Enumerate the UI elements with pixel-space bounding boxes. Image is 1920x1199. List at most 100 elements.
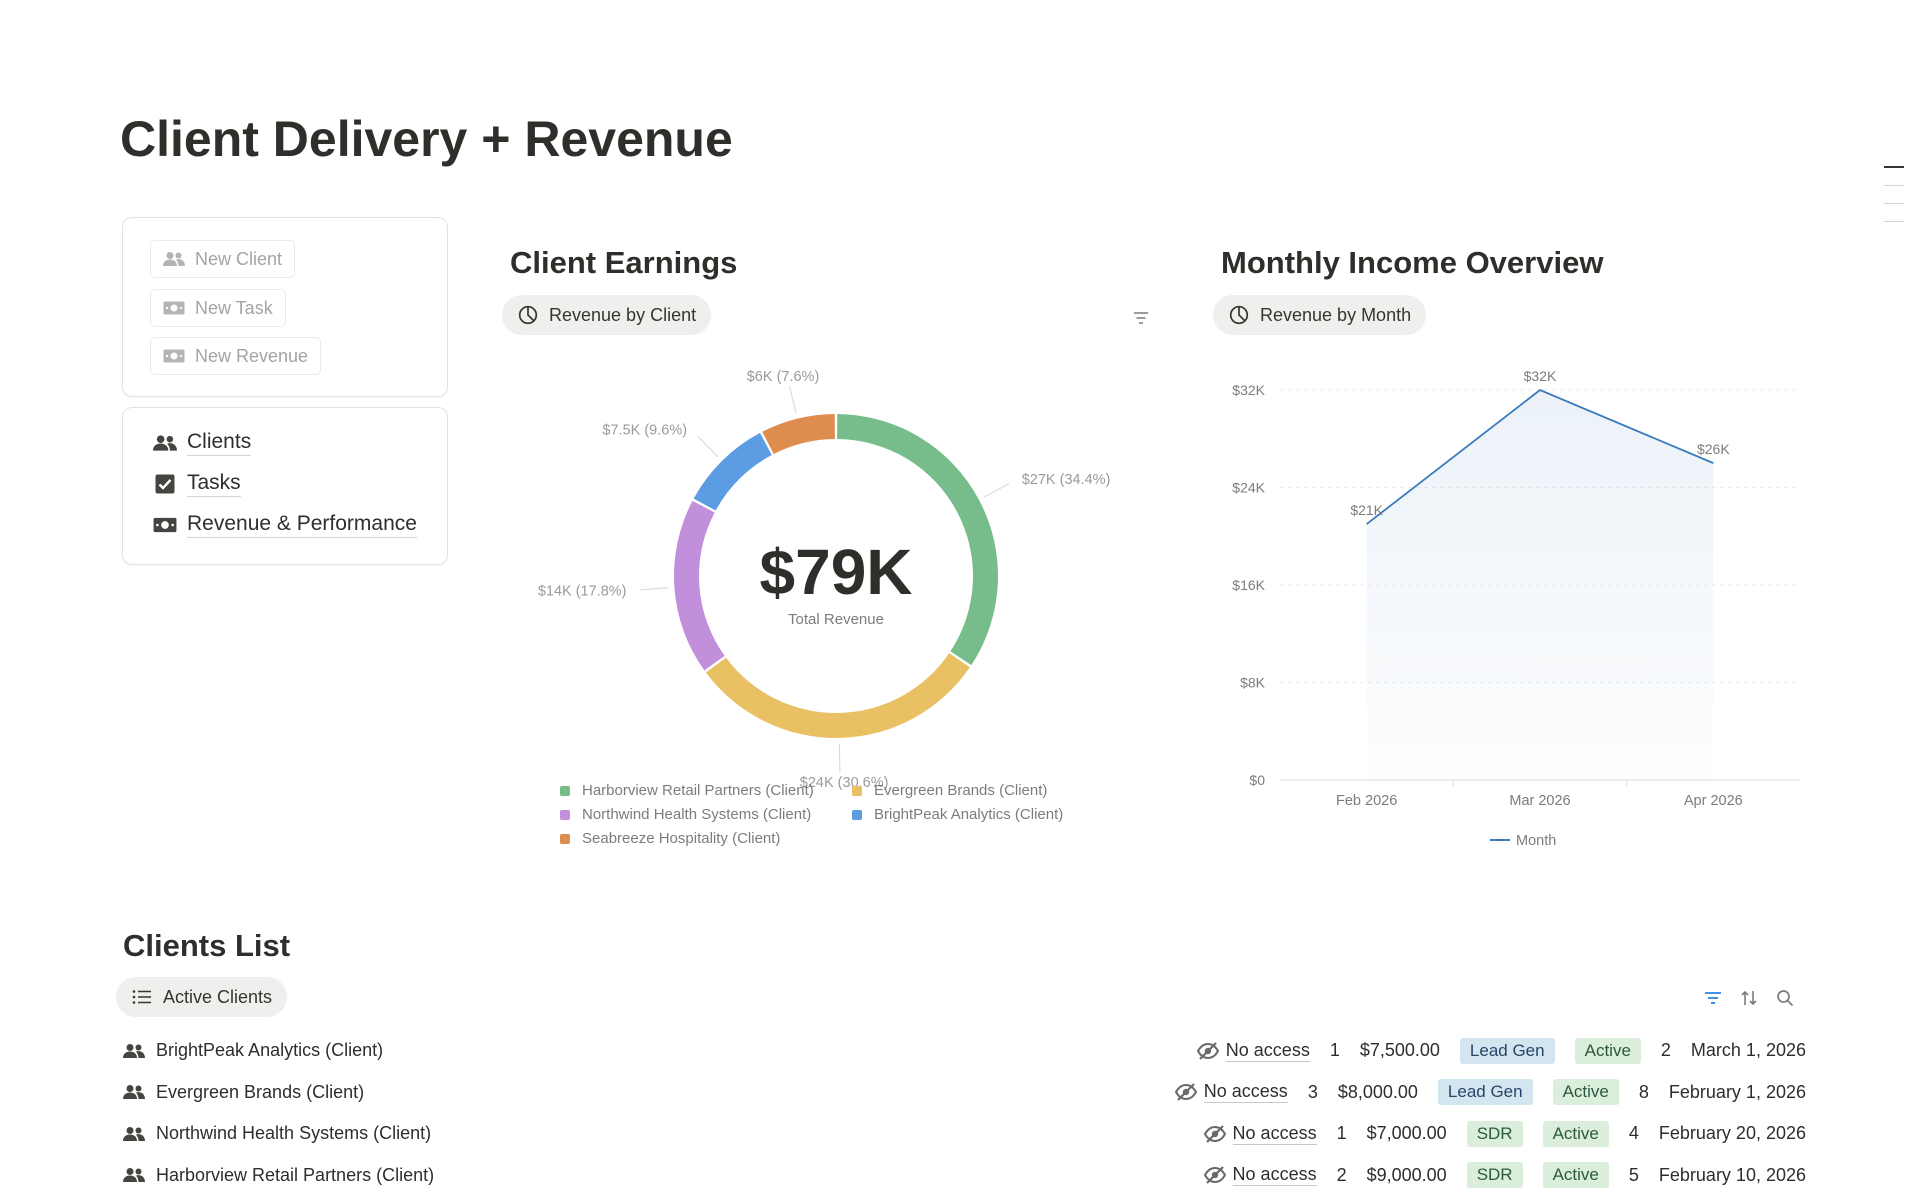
status-badge: Active — [1552, 1079, 1619, 1105]
legend-swatch — [560, 833, 570, 844]
count-value: 2 — [1336, 1164, 1347, 1185]
client-earnings-legend: Harborview Retail Partners (Client) Everg… — [560, 782, 1120, 862]
nav-link-label: Revenue & Performance — [187, 512, 417, 538]
search-icon[interactable] — [1773, 986, 1797, 1010]
row-properties: No access 1 $7,500.00 Lead Gen Active 2 … — [1196, 1037, 1806, 1064]
legend-swatch — [852, 785, 862, 796]
view-tab-revenue-by-client[interactable]: Revenue by Client — [502, 295, 712, 335]
start-date-value: February 20, 2026 — [1658, 1123, 1806, 1143]
point-data-label: $26K — [1697, 441, 1730, 457]
view-tab-revenue-by-month[interactable]: Revenue by Month — [1213, 295, 1427, 335]
client-earnings-donut-chart: $27K (34.4%) $24K (30.6%) $14K (17.8%) $7.5… — [538, 369, 1111, 791]
legend-item[interactable]: Harborview Retail Partners (Client) — [560, 782, 814, 799]
start-date-value: March 1, 2026 — [1690, 1040, 1806, 1060]
client-name: BrightPeak Analytics (Client) — [156, 1040, 384, 1060]
money-icon — [163, 299, 185, 317]
toc-bar[interactable] — [1884, 221, 1904, 222]
access-text: No access — [1232, 1164, 1317, 1186]
new-revenue-button[interactable]: New Revenue — [150, 337, 322, 375]
monthly-income-title: Monthly Income Overview — [1221, 245, 1604, 280]
legend-swatch — [560, 809, 570, 820]
clients-list-title: Clients List — [123, 928, 291, 963]
table-row[interactable]: Harborview Retail Partners (Client) No a… — [122, 1155, 1806, 1196]
legend-swatch — [852, 809, 862, 820]
slice-data-label: $24K (30.6%) — [800, 775, 889, 791]
new-task-button[interactable]: New Task — [150, 289, 286, 327]
filter-icon[interactable] — [1129, 306, 1153, 330]
filter-icon[interactable] — [1701, 986, 1725, 1010]
donut-slice[interactable] — [693, 432, 772, 511]
start-date-value: February 1, 2026 — [1668, 1081, 1806, 1102]
nav-link-revenue-performance[interactable]: Revenue & Performance — [153, 512, 417, 538]
table-row[interactable]: Evergreen Brands (Client) No access 3 $8… — [122, 1072, 1806, 1113]
nav-link-clients[interactable]: Clients — [153, 430, 252, 456]
y-tick-label: $24K — [1232, 480, 1265, 496]
client-earnings-title: Client Earnings — [510, 245, 738, 280]
new-revenue-label: New Revenue — [195, 345, 309, 366]
slice-leader-line — [788, 385, 797, 413]
pie-chart-icon — [1228, 304, 1250, 326]
sort-icon[interactable] — [1737, 986, 1761, 1010]
amount-value: $7,500.00 — [1359, 1040, 1440, 1060]
row-properties: No access 3 $8,000.00 Lead Gen Active 8 … — [1174, 1079, 1806, 1105]
tasks-count-value: 8 — [1638, 1081, 1649, 1102]
slice-leader-line — [640, 587, 669, 591]
client-name-link[interactable]: Harborview Retail Partners (Client) — [122, 1165, 434, 1186]
status-badge: Active — [1542, 1120, 1609, 1147]
toc-bar[interactable] — [1884, 185, 1904, 186]
client-name: Harborview Retail Partners (Client) — [156, 1164, 435, 1185]
donut-slice[interactable] — [762, 414, 835, 454]
donut-slice[interactable] — [705, 653, 970, 738]
x-tick-label: Mar 2026 — [1509, 793, 1570, 809]
row-properties: No access 2 $9,000.00 SDR Active 5 Febru… — [1203, 1162, 1806, 1188]
legend-label: Seabreeze Hospitality (Client) — [582, 830, 781, 847]
access-text: No access — [1232, 1122, 1317, 1145]
client-name-link[interactable]: Northwind Health Systems (Client) — [122, 1123, 431, 1144]
total-revenue-value: $79K — [760, 536, 913, 608]
legend-item[interactable]: Evergreen Brands (Client) — [852, 782, 1047, 799]
people-icon — [122, 1165, 146, 1185]
view-tab-active-clients[interactable]: Active Clients — [116, 977, 288, 1017]
access-property[interactable]: No access — [1203, 1123, 1317, 1145]
nav-link-tasks[interactable]: Tasks — [153, 471, 241, 497]
slice-data-label: $7.5K (9.6%) — [602, 423, 687, 439]
navigation-links-box: Clients Tasks Revenue & Performance — [122, 407, 448, 565]
x-tick-label: Apr 2026 — [1684, 793, 1743, 809]
client-name: Northwind Health Systems (Client) — [156, 1123, 432, 1143]
slice-leader-line — [983, 483, 1010, 498]
access-property[interactable]: No access — [1174, 1081, 1288, 1103]
nav-link-label: Clients — [187, 430, 252, 456]
legend-item[interactable]: Seabreeze Hospitality (Client) — [560, 830, 780, 847]
amount-value: $7,000.00 — [1366, 1123, 1447, 1143]
total-revenue-label: Total Revenue — [788, 611, 884, 628]
legend-swatch — [560, 785, 570, 796]
client-name-link[interactable]: BrightPeak Analytics (Client) — [122, 1040, 383, 1061]
table-row[interactable]: BrightPeak Analytics (Client) No access … — [122, 1030, 1806, 1071]
page-title: Client Delivery + Revenue — [120, 111, 733, 167]
toc-bar[interactable] — [1884, 166, 1904, 168]
point-data-label: $32K — [1524, 368, 1557, 384]
service-type-tag: Lead Gen — [1437, 1079, 1533, 1105]
access-text: No access — [1203, 1081, 1288, 1103]
access-property[interactable]: No access — [1203, 1164, 1317, 1186]
table-row[interactable]: Northwind Health Systems (Client) No acc… — [122, 1113, 1806, 1154]
donut-slice[interactable] — [837, 414, 998, 666]
table-of-contents-bars[interactable] — [1884, 166, 1904, 239]
legend-item[interactable]: BrightPeak Analytics (Client) — [852, 806, 1063, 823]
client-name-link[interactable]: Evergreen Brands (Client) — [122, 1082, 364, 1103]
series-line[interactable] — [1366, 388, 1714, 525]
toc-bar[interactable] — [1884, 203, 1904, 204]
access-property[interactable]: No access — [1196, 1040, 1310, 1062]
legend-label: Month — [1516, 833, 1556, 849]
x-tick-label: Feb 2026 — [1336, 793, 1397, 809]
pie-chart-icon — [517, 304, 539, 326]
service-type-tag: Lead Gen — [1459, 1037, 1555, 1064]
eye-off-icon — [1203, 1165, 1227, 1185]
new-client-button[interactable]: New Client — [150, 240, 296, 278]
legend-item[interactable]: Northwind Health Systems (Client) — [560, 806, 811, 823]
eye-off-icon — [1196, 1041, 1220, 1061]
donut-slice[interactable] — [674, 500, 725, 671]
new-task-label: New Task — [195, 297, 273, 318]
view-tab-label: Active Clients — [163, 986, 273, 1007]
monthly-income-area-chart: $0 $8K $16K $24K $32K Feb 2026 Mar 2026 Apr 202… — [1232, 368, 1800, 849]
